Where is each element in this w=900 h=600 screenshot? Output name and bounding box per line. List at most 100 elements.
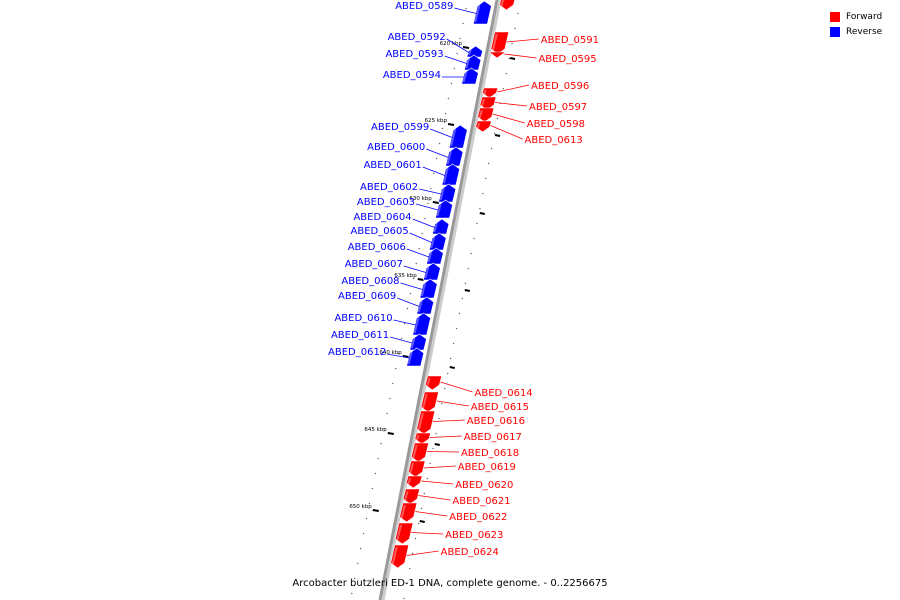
reverse-gene-leader	[415, 203, 439, 211]
reverse-gene-label: ABED_0604	[353, 212, 411, 223]
gene-highlight	[422, 393, 428, 409]
minor-tick	[418, 247, 420, 250]
legend-label-forward: Forward	[846, 11, 883, 22]
gene-highlight	[491, 33, 498, 51]
reverse-gene-label: ABED_0609	[338, 291, 396, 302]
forward-gene-leader	[421, 480, 454, 485]
reverse-gene-label: ABED_0610	[334, 313, 392, 324]
minor-tick	[417, 522, 420, 525]
gene-highlight	[483, 89, 487, 95]
minor-tick	[368, 502, 371, 505]
forward-gene	[420, 391, 439, 413]
kbp-label: 625 kbp	[425, 118, 448, 124]
minor-tick	[449, 357, 452, 360]
gene-highlight	[467, 49, 472, 56]
minor-tick	[423, 492, 426, 495]
minor-tick	[424, 217, 426, 220]
kbp-label: 640 kbp	[379, 350, 402, 356]
minor-tick	[420, 507, 423, 510]
gene-highlight	[474, 4, 481, 23]
minor-tick	[479, 207, 481, 210]
forward-gene-label: ABED_0596	[531, 81, 589, 92]
reverse-gene	[438, 183, 457, 203]
kbp-tick	[402, 355, 409, 358]
minor-tick	[383, 427, 385, 430]
reverse-gene-label: ABED_0593	[385, 49, 443, 60]
minor-tick	[389, 397, 391, 400]
minor-tick	[446, 372, 449, 375]
minor-tick	[409, 292, 412, 295]
reverse-gene	[409, 333, 427, 351]
gene-highlight	[430, 236, 436, 249]
gene-highlight	[420, 282, 427, 297]
forward-gene-label: ABED_0620	[455, 480, 513, 491]
minor-tick	[435, 432, 437, 435]
gene-highlight	[413, 316, 420, 334]
gene-highlight	[400, 504, 406, 519]
forward-gene-leader	[440, 381, 473, 393]
kbp-tick	[449, 366, 455, 369]
minor-tick	[371, 487, 374, 490]
reverse-gene-leader	[397, 297, 420, 307]
minor-tick	[432, 172, 435, 175]
forward-gene-label: ABED_0595	[538, 54, 596, 65]
minor-tick	[444, 112, 447, 115]
gene-highlight	[407, 351, 413, 365]
reverse-gene	[426, 247, 444, 265]
minor-tick	[406, 307, 409, 310]
reverse-gene-leader	[393, 319, 416, 326]
minor-tick	[502, 87, 505, 90]
minor-tick	[391, 382, 394, 385]
forward-gene-label: ABED_0616	[467, 416, 525, 427]
reverse-gene	[463, 54, 482, 71]
kbp-label: 630 kbp	[409, 196, 432, 202]
minor-tick	[467, 267, 470, 270]
reverse-gene-leader	[426, 148, 449, 158]
kbp-tick	[447, 123, 455, 126]
forward-gene-label: ABED_0623	[445, 530, 503, 541]
minor-tick	[450, 82, 453, 85]
forward-gene-label: ABED_0617	[464, 432, 522, 443]
reverse-gene-label: ABED_0606	[348, 242, 406, 253]
minor-tick	[459, 37, 461, 40]
reverse-gene	[435, 199, 453, 219]
kbp-label: 620 kbp	[440, 41, 463, 47]
minor-tick	[453, 67, 456, 70]
minor-tick	[365, 517, 368, 520]
gene-highlight	[391, 546, 398, 565]
minor-tick	[426, 477, 429, 480]
gene-highlight	[410, 337, 416, 349]
minor-tick	[405, 582, 408, 585]
forward-gene-label: ABED_0590	[0, 0, 6, 1]
minor-tick	[496, 117, 499, 120]
minor-tick	[514, 27, 516, 30]
reverse-gene	[423, 262, 441, 281]
minor-tick	[429, 187, 432, 190]
gene-highlight	[433, 222, 438, 233]
kbp-tick	[509, 57, 516, 60]
gene-highlight	[409, 462, 415, 474]
gene-highlight	[476, 122, 481, 129]
minor-tick	[411, 552, 414, 555]
reverse-gene-label: ABED_0592	[388, 32, 446, 43]
gene-highlight	[480, 98, 486, 107]
forward-gene	[490, 31, 510, 55]
reverse-gene-leader	[403, 265, 426, 273]
forward-gene	[410, 442, 429, 463]
forward-gene-leader	[490, 125, 523, 140]
minor-tick	[493, 132, 496, 135]
forward-gene-leader	[406, 550, 439, 556]
kbp-tick	[372, 509, 379, 512]
kbp-tick	[462, 46, 470, 49]
reverse-gene-leader	[454, 7, 477, 14]
minor-tick	[359, 547, 362, 550]
minor-tick	[356, 562, 359, 565]
minor-tick	[412, 277, 415, 280]
forward-gene-label: ABED_0624	[441, 547, 499, 558]
forward-gene-leader	[494, 102, 528, 107]
gene-highlight	[465, 58, 470, 69]
minor-tick	[452, 342, 455, 345]
reverse-gene-leader	[444, 55, 467, 64]
gene-highlight	[462, 71, 468, 83]
forward-gene-leader	[415, 511, 448, 517]
